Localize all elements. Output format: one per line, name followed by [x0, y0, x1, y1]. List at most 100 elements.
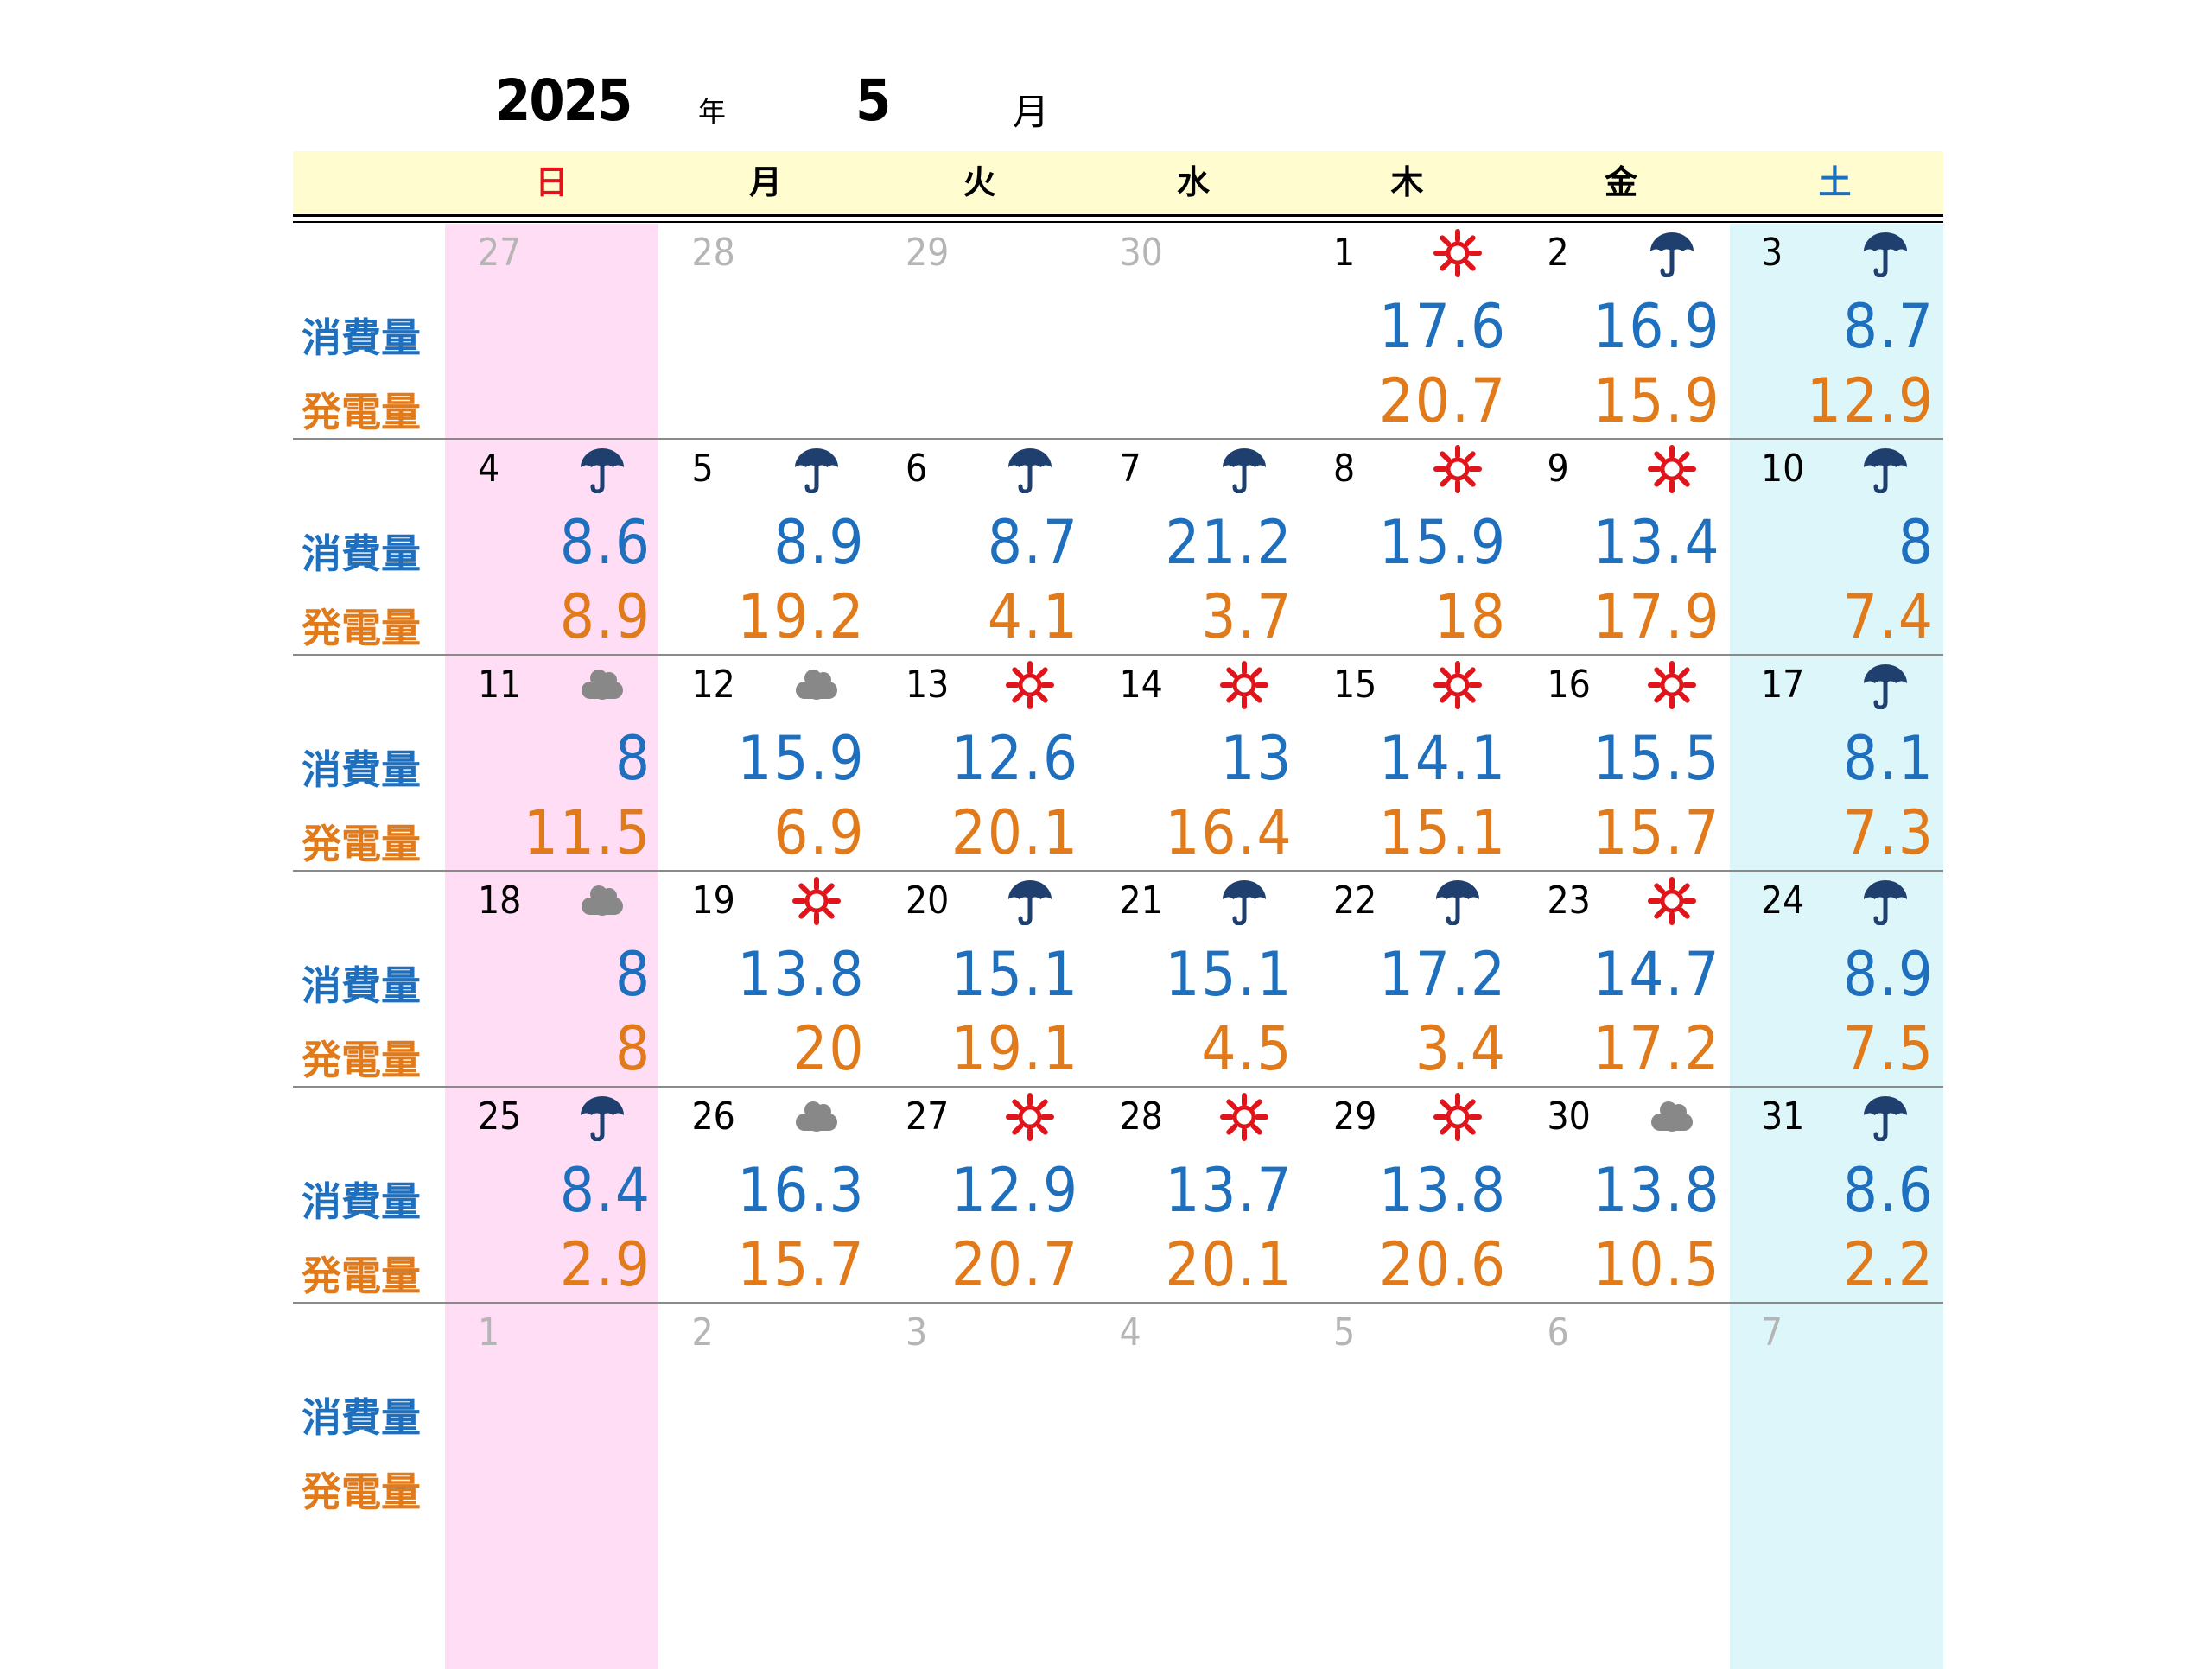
weekday-label: 木 [1390, 163, 1424, 201]
consumption-value: 8 [614, 723, 652, 794]
day-cell: 27 12.9 20.7 [873, 1088, 1086, 1304]
consumption-value: 8 [614, 939, 652, 1010]
day-cell: 28 13.7 20.1 [1087, 1088, 1300, 1304]
generation-value: 12.9 [1806, 365, 1935, 436]
day-number: 3 [1761, 231, 1783, 275]
day-cell: 11 8 11.5 [445, 656, 658, 872]
generation-value: 8.9 [559, 581, 652, 652]
consumption-row-label: 消費量 [302, 1178, 421, 1225]
consumption-value: 8.1 [1842, 723, 1935, 794]
week-row: 消費量 発電量 18 8 8 19 13.8 20 20 15.1 19.1 21 15.1 4.5… [293, 872, 1943, 1088]
day-number: 18 [478, 879, 522, 923]
day-cell: 22 17.2 3.4 [1300, 872, 1514, 1088]
day-cell: 28 [659, 224, 873, 440]
sun-icon [1433, 445, 1482, 493]
consumption-value: 12.9 [950, 1155, 1079, 1226]
cloud-icon [578, 661, 626, 709]
generation-value: 10.5 [1592, 1229, 1721, 1300]
sun-icon [1219, 661, 1268, 709]
day-cell: 23 14.7 17.2 [1515, 872, 1728, 1088]
day-cell: 1 [445, 1304, 658, 1520]
day-number: 2 [691, 1310, 714, 1355]
sun-icon [1647, 877, 1696, 925]
sun-icon [1006, 661, 1054, 709]
cloud-icon [792, 661, 841, 709]
consumption-value: 8.7 [987, 507, 1079, 578]
day-cell: 3 8.7 12.9 [1728, 224, 1942, 440]
day-number: 10 [1761, 447, 1805, 491]
day-cell: 7 [1728, 1304, 1942, 1520]
week-row: 消費量 発電量 11 8 11.5 12 15.9 6.9 13 12.6 20.1 14 13 16… [293, 656, 1943, 872]
weekday-label: 土 [1818, 163, 1852, 201]
consumption-value: 8.6 [559, 507, 652, 578]
day-cell: 2 16.9 15.9 [1515, 224, 1728, 440]
day-cell: 4 8.6 8.9 [445, 440, 658, 656]
consumption-value: 14.7 [1592, 939, 1721, 1010]
day-number: 19 [691, 879, 735, 923]
consumption-value: 13.8 [1378, 1155, 1507, 1226]
generation-value: 8 [614, 1013, 652, 1084]
generation-row-label: 発電量 [302, 389, 421, 435]
generation-value: 20.1 [1165, 1229, 1294, 1300]
sun-icon [1219, 1093, 1268, 1141]
generation-value: 20.7 [950, 1229, 1079, 1300]
consumption-value: 8.9 [773, 507, 866, 578]
umbrella-icon [578, 1093, 626, 1142]
saturday-column-bg [1730, 224, 1943, 1669]
consumption-value: 16.9 [1592, 291, 1721, 362]
generation-value: 18 [1433, 581, 1507, 652]
consumption-value: 15.9 [737, 723, 866, 794]
weekday-label: 日 [535, 163, 569, 201]
day-number: 22 [1333, 879, 1377, 923]
generation-value: 6.9 [773, 797, 866, 868]
consumption-value: 8 [1897, 507, 1935, 578]
generation-value: 20.1 [950, 797, 1079, 868]
day-cell: 6 8.7 4.1 [873, 440, 1086, 656]
generation-row-label: 発電量 [302, 1037, 421, 1083]
day-cell: 5 8.9 19.2 [659, 440, 873, 656]
day-number: 8 [1333, 447, 1356, 491]
header-divider [293, 214, 1943, 223]
umbrella-icon [1220, 445, 1268, 494]
consumption-value: 8.4 [559, 1155, 652, 1226]
cloud-icon [792, 1093, 841, 1141]
consumption-value: 17.2 [1378, 939, 1507, 1010]
day-number: 16 [1547, 663, 1591, 707]
weekday-header: 日月火水木金土 [293, 151, 1943, 213]
week-row: 消費量 発電量 4 8.6 8.9 5 8.9 19.2 6 8.7 4.1 7 21.2 3.7… [293, 440, 1943, 656]
calendar-month: 5 [855, 67, 892, 134]
day-cell: 17 8.1 7.3 [1728, 656, 1942, 872]
day-cell: 6 [1515, 1304, 1728, 1520]
day-number: 7 [1761, 1310, 1783, 1355]
consumption-value: 15.1 [950, 939, 1079, 1010]
generation-value: 4.5 [1201, 1013, 1294, 1084]
week-row: 消費量 発電量 27 28 29 30 1 17.6 20.7 2 16.9 15.9 3 8.7 12… [293, 224, 1943, 440]
umbrella-icon [578, 445, 626, 494]
week-separator [293, 1086, 1943, 1088]
consumption-value: 15.1 [1165, 939, 1294, 1010]
day-number: 24 [1761, 879, 1805, 923]
day-number: 17 [1761, 663, 1805, 707]
umbrella-icon [792, 445, 841, 494]
cloud-icon [1648, 1093, 1696, 1141]
day-cell: 29 [873, 224, 1086, 440]
day-cell: 1 17.6 20.7 [1300, 224, 1514, 440]
generation-value: 15.9 [1592, 365, 1721, 436]
day-number: 6 [906, 447, 928, 491]
day-number: 3 [906, 1310, 928, 1355]
day-cell: 9 13.4 17.9 [1515, 440, 1728, 656]
generation-value: 20.6 [1378, 1229, 1507, 1300]
generation-value: 20 [792, 1013, 866, 1084]
day-number: 20 [906, 879, 950, 923]
day-number: 27 [906, 1095, 950, 1139]
day-cell: 15 14.1 15.1 [1300, 656, 1514, 872]
generation-value: 15.7 [1592, 797, 1721, 868]
generation-row-label: 発電量 [302, 605, 421, 651]
day-number: 30 [1547, 1095, 1591, 1139]
consumption-row-label: 消費量 [302, 530, 421, 577]
generation-value: 20.7 [1378, 365, 1507, 436]
sun-icon [1433, 229, 1482, 277]
day-number: 27 [478, 231, 522, 275]
generation-value: 3.7 [1201, 581, 1294, 652]
